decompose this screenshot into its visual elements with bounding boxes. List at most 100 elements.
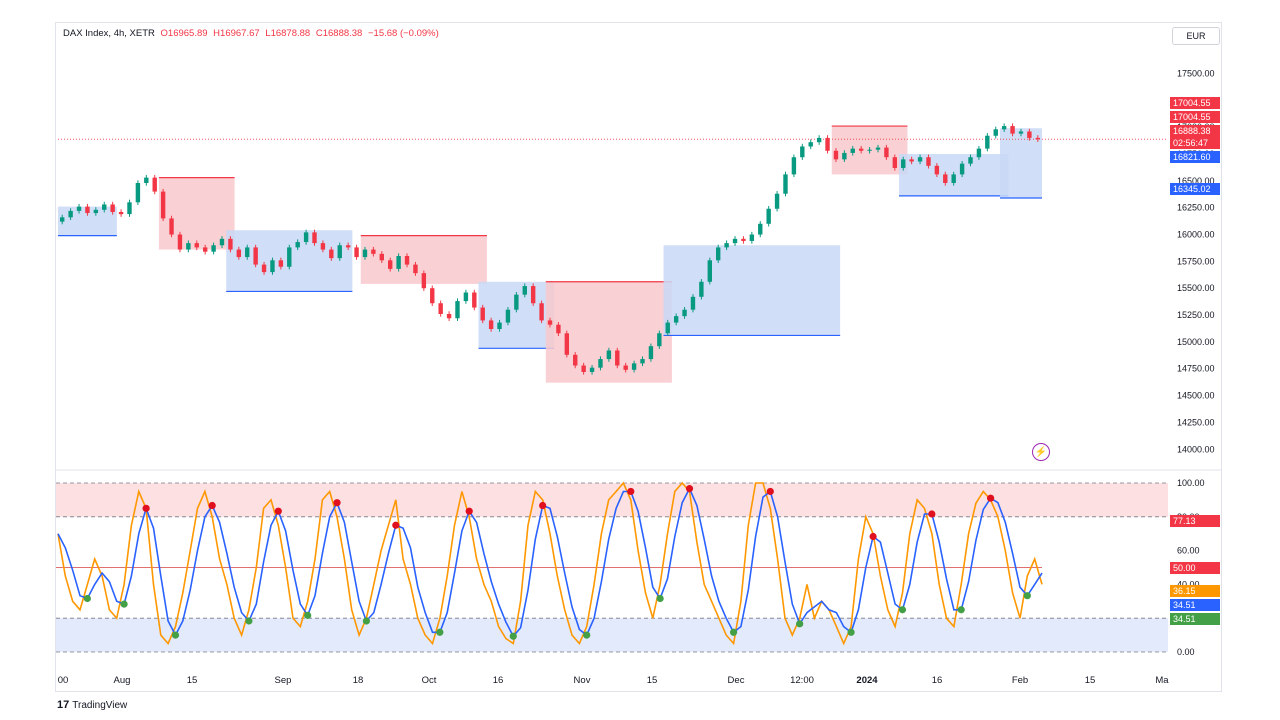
price-tick-label: 14250.00 [1177,417,1215,427]
candle-body [127,202,132,215]
candle-body [858,148,864,151]
osc-low-marker [957,606,965,614]
candle-body [640,359,645,364]
candle-body [1018,131,1024,134]
candle-body [497,322,502,330]
osc-high-marker [869,532,877,541]
candle-body [1027,131,1032,138]
osc-high-marker [627,487,635,496]
price-tick-label: 14750.00 [1177,364,1215,374]
sr-zone [158,177,235,250]
osc-high-marker [274,507,282,515]
candle-body [934,165,940,175]
candle-body [455,301,460,319]
high-value: H16967.67 [213,28,260,39]
candle-body [648,346,654,360]
candle-body [985,135,990,149]
candle-body [354,247,359,258]
candle-body [144,177,149,183]
sr-zone [999,128,1042,199]
candle-body [362,249,368,258]
candle-body [758,223,763,235]
candle-body [959,163,965,175]
price-tick-label: 16250.00 [1177,203,1215,213]
candle-body [926,157,931,166]
candle-body [186,243,191,250]
candle-body [228,238,233,250]
osc-high-marker [539,501,547,510]
candle-body [303,232,309,243]
osc-low-marker [656,594,664,603]
candle-body [219,238,225,246]
x-tick-label: 15 [647,675,658,686]
candle-body [623,365,628,370]
lightning-icon[interactable]: ⚡ [1032,443,1050,461]
candle-body [800,146,805,158]
tradingview-label: TradingView [72,699,128,711]
support-price-tag: 16821.60 [1170,151,1220,163]
candle-body [530,286,536,304]
candle-body [396,256,401,269]
candle-body [867,149,872,151]
candle-body [76,206,82,211]
candle-body [766,208,771,224]
osc-k-tag: 36.15 [1170,585,1220,597]
candle-body [825,137,830,151]
symbol-title: DAX Index, 4h, XETR [63,28,155,39]
x-tick-label: 00 [58,675,69,686]
osc-high-marker [208,501,216,510]
candle-body [93,209,99,214]
candle-body [337,245,342,259]
last-price-tag: 16888.38 [1170,125,1220,137]
candle-body [892,157,898,168]
candle-body [329,249,334,259]
osc-high-marker [333,499,341,507]
sr-zone [663,245,841,336]
candle-body [682,309,687,317]
candle-body [345,245,351,248]
price-tick-label: 16500.00 [1177,176,1215,186]
osc-tick-label: 60.00 [1177,546,1200,556]
candle-body [564,333,570,355]
price-tag-17004a: 17004.55 [1170,97,1220,109]
candle-body [202,247,208,252]
currency-button[interactable]: EUR [1172,27,1220,45]
osc-low-marker [729,628,738,636]
chart-frame[interactable] [55,22,1222,692]
candle-body [842,152,847,160]
candle-body [741,238,746,241]
candle-body [556,324,561,334]
candle-body [135,182,141,203]
candle-body [917,157,923,162]
x-tick-label: 16 [932,675,943,686]
price-tick-label: 15750.00 [1177,256,1215,266]
candle-body [85,206,90,214]
candle-body [1010,126,1015,134]
osc-k-line [57,481,1043,646]
price-tick-label: 15250.00 [1177,310,1215,320]
osc-low-marker [436,628,444,636]
candle-body [1001,126,1007,130]
candle-body [539,303,544,321]
candle-body [404,256,410,265]
open-value: O16965.89 [160,28,208,39]
candle-body [245,247,250,258]
x-tick-label: 16 [493,675,504,686]
candle-body [657,333,662,347]
candle-body [690,296,696,310]
candle-body [833,150,839,160]
candle-body [993,129,998,136]
candle-body [943,174,948,183]
osc-low-marker [898,606,907,614]
x-tick-label: Nov [574,675,591,686]
tradingview-logo[interactable]: 17 TradingView [57,699,127,711]
candle-body [160,191,166,219]
candle-body [598,359,603,368]
candle-body [615,350,620,366]
x-tick-label: Aug [114,675,131,686]
candle-body [514,294,519,310]
candle-body [774,193,780,209]
close-value: C16888.38 [315,28,363,39]
osc-low-marker [796,620,804,628]
